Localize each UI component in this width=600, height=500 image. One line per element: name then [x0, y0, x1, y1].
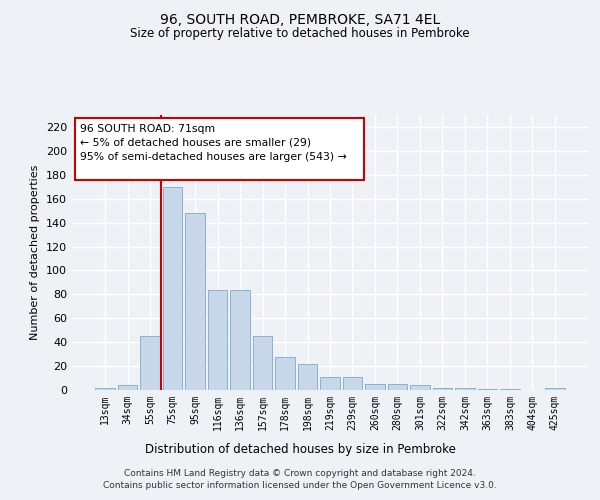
Bar — [365, 384, 385, 390]
Bar — [455, 388, 475, 390]
Bar — [253, 336, 272, 390]
Y-axis label: Number of detached properties: Number of detached properties — [31, 165, 40, 340]
Bar — [163, 186, 182, 390]
Bar — [343, 377, 362, 390]
Bar — [275, 356, 295, 390]
Bar — [388, 384, 407, 390]
Bar — [185, 213, 205, 390]
Bar — [208, 290, 227, 390]
Bar — [410, 385, 430, 390]
Text: Distribution of detached houses by size in Pembroke: Distribution of detached houses by size … — [145, 442, 455, 456]
Bar — [95, 388, 115, 390]
Bar — [118, 385, 137, 390]
Bar — [478, 389, 497, 390]
Text: 96 SOUTH ROAD: 71sqm
← 5% of detached houses are smaller (29)
95% of semi-detach: 96 SOUTH ROAD: 71sqm ← 5% of detached ho… — [80, 124, 347, 162]
Text: Size of property relative to detached houses in Pembroke: Size of property relative to detached ho… — [130, 28, 470, 40]
Text: Contains HM Land Registry data © Crown copyright and database right 2024.
Contai: Contains HM Land Registry data © Crown c… — [103, 469, 497, 490]
Bar — [230, 290, 250, 390]
Bar — [500, 389, 520, 390]
Bar — [545, 388, 565, 390]
Bar — [140, 336, 160, 390]
Bar — [433, 388, 452, 390]
Bar — [320, 377, 340, 390]
Text: 96, SOUTH ROAD, PEMBROKE, SA71 4EL: 96, SOUTH ROAD, PEMBROKE, SA71 4EL — [160, 12, 440, 26]
Bar — [298, 364, 317, 390]
